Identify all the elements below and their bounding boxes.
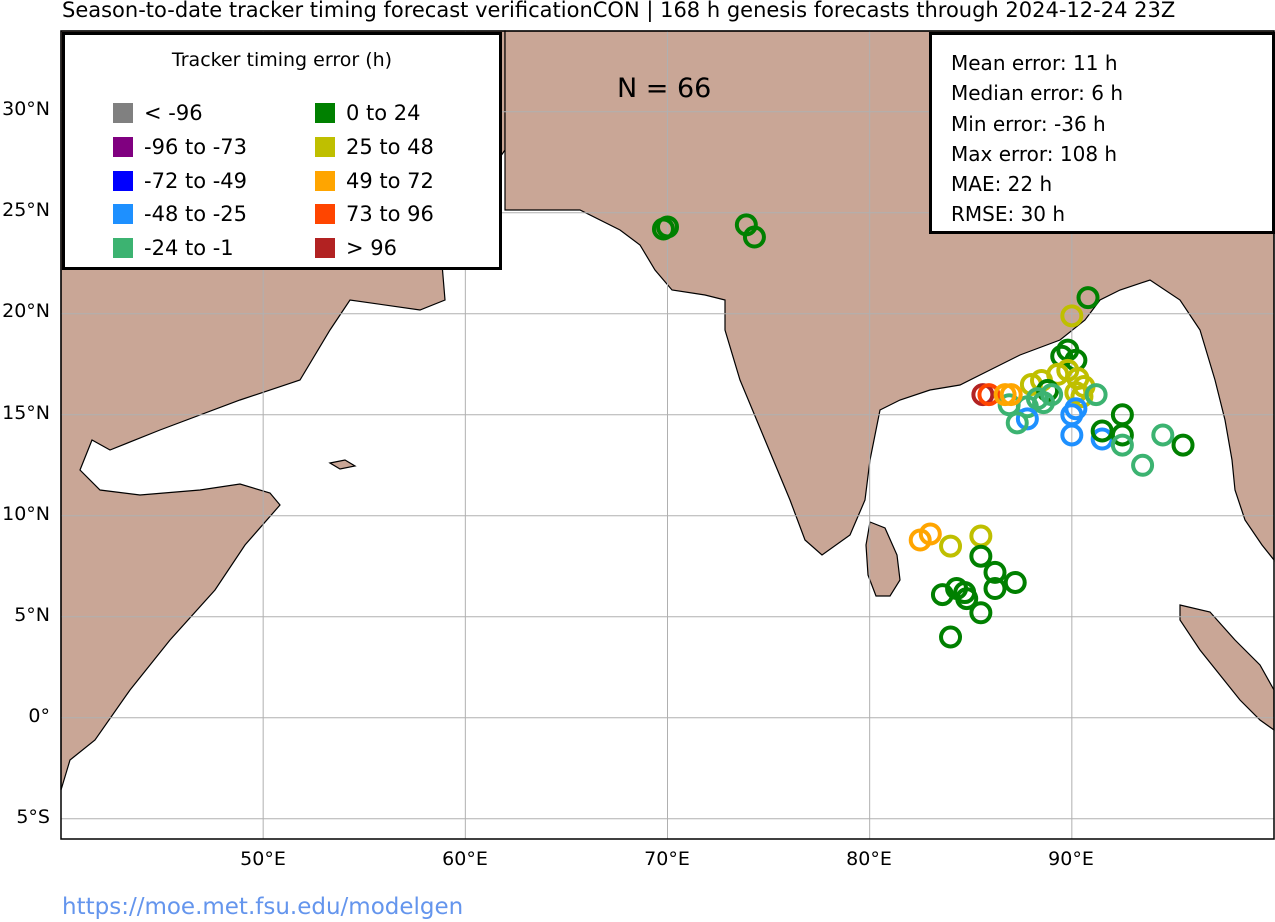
legend-swatch xyxy=(315,137,335,157)
land-sumatra xyxy=(1179,604,1275,732)
forecast-point xyxy=(1076,286,1100,310)
map-frame xyxy=(60,30,1275,840)
legend-item-73-96: 73 to 96 xyxy=(315,202,434,226)
stat-median-error: Median error: 6 h xyxy=(951,81,1124,106)
lat-tick-15n: 15°N xyxy=(2,402,50,424)
legend-item-72-49: -72 to -49 xyxy=(113,169,247,193)
land-sri-lanka xyxy=(865,521,901,597)
legend-item-24-1: -24 to -1 xyxy=(113,236,234,260)
legend-item-25-48: 25 to 48 xyxy=(315,135,434,159)
forecast-point xyxy=(930,583,954,607)
legend-label: 25 to 48 xyxy=(346,135,434,159)
lon-tick-70e: 70°E xyxy=(644,848,690,870)
legend-label: -24 to -1 xyxy=(144,236,234,260)
land-socotra xyxy=(328,459,357,470)
stat-max-error: Max error: 108 h xyxy=(951,141,1118,166)
page-title: Season-to-date tracker timing forecast v… xyxy=(62,0,1176,22)
legend-item-0-24: 0 to 24 xyxy=(315,101,421,125)
lat-tick-0: 0° xyxy=(28,705,50,727)
forecast-point xyxy=(969,601,993,625)
legend-label: -48 to -25 xyxy=(144,202,248,226)
lon-tick-90e: 90°E xyxy=(1048,848,1094,870)
forecast-point xyxy=(1070,385,1094,409)
lon-tick-80e: 80°E xyxy=(846,848,892,870)
legend-label: 73 to 96 xyxy=(346,202,434,226)
legend-item-49-72: 49 to 72 xyxy=(315,169,434,193)
source-link[interactable]: https://moe.met.fsu.edu/modelgen xyxy=(62,894,464,920)
forecast-point xyxy=(1060,304,1084,328)
forecast-point xyxy=(742,225,766,249)
lat-tick-20n: 20°N xyxy=(2,300,50,322)
forecast-point xyxy=(1084,383,1108,407)
lat-tick-5s: 5°S xyxy=(16,806,50,828)
stats-panel: Mean error: 11 h Median error: 6 h Min e… xyxy=(929,32,1275,234)
forecast-point xyxy=(1003,570,1027,594)
forecast-point xyxy=(1110,433,1134,457)
legend-item-lt-96: < -96 xyxy=(113,101,203,125)
forecast-point xyxy=(1151,423,1175,447)
legend-swatch xyxy=(315,204,335,224)
forecast-point xyxy=(969,544,993,568)
legend-swatch xyxy=(113,171,133,191)
forecast-point xyxy=(977,383,1001,407)
forecast-point xyxy=(939,534,963,558)
sample-count: N = 66 xyxy=(617,73,712,104)
legend-swatch xyxy=(315,103,335,123)
lat-tick-10n: 10°N xyxy=(2,503,50,525)
legend-swatch xyxy=(113,103,133,123)
lon-tick-50e: 50°E xyxy=(240,848,286,870)
stat-mae: MAE: 22 h xyxy=(951,172,1053,197)
legend-label: 0 to 24 xyxy=(346,101,421,125)
lat-tick-5n: 5°N xyxy=(14,604,50,626)
legend-swatch xyxy=(113,238,133,258)
legend-item-gt-96: > 96 xyxy=(315,236,397,260)
legend-swatch xyxy=(315,238,335,258)
legend-label: -96 to -73 xyxy=(144,135,248,159)
forecast-point xyxy=(1171,433,1195,457)
legend-title: Tracker timing error (h) xyxy=(171,49,393,71)
legend-label: > 96 xyxy=(346,236,397,260)
forecast-point xyxy=(983,577,1007,601)
stat-rmse: RMSE: 30 h xyxy=(951,202,1066,227)
forecast-point xyxy=(939,625,963,649)
lat-tick-30n: 30°N xyxy=(2,98,50,120)
legend-item-96-73: -96 to -73 xyxy=(113,135,247,159)
forecast-point xyxy=(1131,453,1155,477)
lon-tick-60e: 60°E xyxy=(442,848,488,870)
stat-min-error: Min error: -36 h xyxy=(951,111,1106,136)
forecast-point xyxy=(918,522,942,546)
legend-swatch xyxy=(113,204,133,224)
forecast-point xyxy=(983,560,1007,584)
forecast-point xyxy=(656,215,679,239)
forecast-point xyxy=(1005,411,1029,435)
forecast-point xyxy=(955,587,979,611)
forecast-point xyxy=(1110,423,1134,447)
forecast-points xyxy=(651,213,1195,649)
legend-swatch xyxy=(113,137,133,157)
legend-label: -72 to -49 xyxy=(144,169,248,193)
forecast-point xyxy=(1032,391,1056,415)
lat-tick-25n: 25°N xyxy=(2,199,50,221)
forecast-point xyxy=(999,383,1023,407)
legend: Tracker timing error (h) < -96 -96 to -7… xyxy=(62,32,502,270)
legend-swatch xyxy=(315,171,335,191)
legend-label: < -96 xyxy=(144,101,203,125)
stat-mean-error: Mean error: 11 h xyxy=(951,51,1118,75)
forecast-point xyxy=(1060,423,1084,447)
legend-item-48-25: -48 to -25 xyxy=(113,202,247,226)
legend-label: 49 to 72 xyxy=(346,169,434,193)
